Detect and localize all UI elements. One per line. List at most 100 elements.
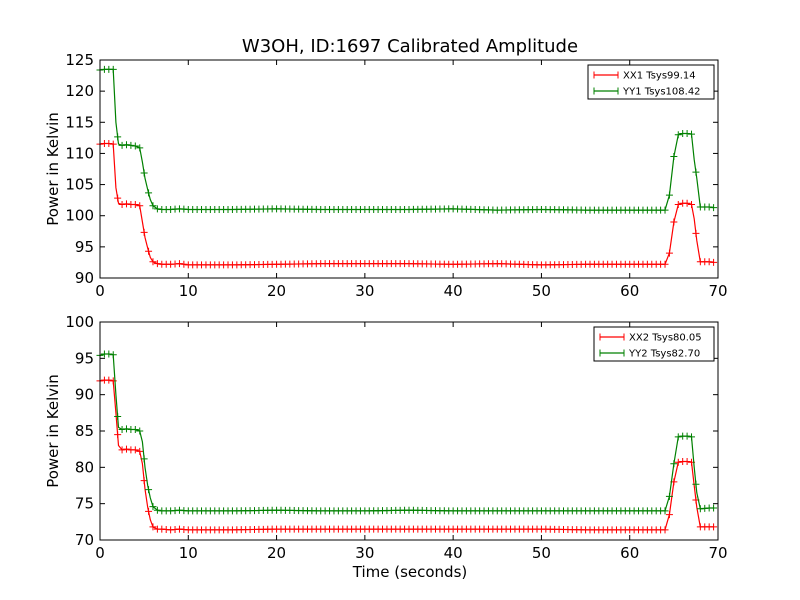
y-tick-label: 100 bbox=[65, 313, 94, 331]
data-point-marker bbox=[153, 506, 161, 514]
data-point-marker bbox=[665, 191, 673, 199]
data-point-marker bbox=[145, 247, 153, 255]
x-tick-label: 50 bbox=[532, 282, 551, 300]
data-point-marker bbox=[131, 201, 139, 209]
x-tick-label: 30 bbox=[355, 282, 374, 300]
data-point-marker bbox=[692, 168, 700, 176]
legend-box bbox=[587, 64, 715, 100]
data-point-marker bbox=[136, 202, 144, 210]
data-point-marker bbox=[661, 507, 669, 515]
data-point-marker bbox=[674, 131, 682, 139]
data-point-marker bbox=[105, 350, 113, 358]
legend-marker bbox=[593, 71, 619, 79]
data-point-marker bbox=[145, 189, 153, 197]
data-point-marker bbox=[109, 351, 117, 359]
data-point-marker bbox=[670, 218, 678, 226]
legend-marker bbox=[599, 333, 625, 341]
top-subplot: Power in Kelvin 0 10 20 30 40 50 60 70 90 95 100 105… bbox=[44, 51, 728, 300]
data-point-marker bbox=[688, 201, 696, 209]
y-tick-label: 110 bbox=[65, 144, 94, 162]
data-point-marker bbox=[705, 203, 713, 211]
x-tick-label: 70 bbox=[708, 544, 727, 562]
data-point-marker bbox=[127, 141, 135, 149]
x-tick-label: 30 bbox=[355, 544, 374, 562]
data-point-marker bbox=[665, 492, 673, 500]
data-point-marker bbox=[670, 153, 678, 161]
data-point-marker bbox=[122, 141, 130, 149]
data-point-marker bbox=[131, 446, 139, 454]
data-point-marker bbox=[118, 426, 126, 434]
data-point-marker bbox=[149, 202, 157, 210]
data-point-marker bbox=[674, 458, 682, 466]
x-tick-label: 0 bbox=[95, 282, 105, 300]
legend-label: YY2 Tsys82.70 bbox=[628, 349, 700, 360]
x-tick-label: 20 bbox=[267, 282, 286, 300]
data-point-marker bbox=[122, 445, 130, 453]
data-point-marker bbox=[114, 412, 122, 420]
data-point-marker bbox=[136, 427, 144, 435]
data-point-marker bbox=[149, 523, 157, 531]
y-tick-label: 105 bbox=[65, 176, 94, 194]
y-tick-label: 115 bbox=[65, 113, 94, 131]
y-tick-label: 90 bbox=[75, 386, 94, 404]
x-tick-label: 70 bbox=[708, 282, 727, 300]
data-point-marker bbox=[131, 426, 139, 434]
x-axis-label: Time (seconds) bbox=[352, 563, 468, 581]
data-point-marker bbox=[665, 249, 673, 257]
x-tick-label: 20 bbox=[267, 544, 286, 562]
series-line bbox=[99, 142, 714, 266]
data-point-marker bbox=[140, 169, 148, 177]
legend-box bbox=[593, 326, 715, 362]
data-point-marker bbox=[683, 458, 691, 466]
data-point-marker bbox=[136, 144, 144, 152]
data-point-marker bbox=[140, 228, 148, 236]
x-tick-label: 40 bbox=[444, 282, 463, 300]
y-tick-label: 85 bbox=[75, 422, 94, 440]
x-tick-label: 10 bbox=[179, 282, 198, 300]
data-point-marker bbox=[153, 260, 161, 268]
series-line bbox=[99, 353, 714, 512]
data-point-marker bbox=[153, 205, 161, 213]
y-tick-label: 90 bbox=[75, 269, 94, 287]
data-point-marker bbox=[710, 258, 718, 266]
data-point-marker bbox=[105, 376, 113, 384]
data-point-marker bbox=[661, 260, 669, 268]
data-point-marker bbox=[118, 141, 126, 149]
y-tick-label: 75 bbox=[75, 495, 94, 513]
data-point-marker bbox=[688, 130, 696, 138]
legend: XX2 Tsys80.05 YY2 Tsys82.70 bbox=[593, 326, 715, 362]
data-point-marker bbox=[118, 201, 126, 209]
data-point-marker bbox=[674, 433, 682, 441]
y-tick-label: 100 bbox=[65, 207, 94, 225]
data-point-marker bbox=[180, 260, 188, 268]
data-point-marker bbox=[105, 139, 113, 147]
bottom-subplot: Power in Kelvin 0 10 20 30 40 50 60 70 70 75 80 85 90… bbox=[44, 313, 728, 562]
data-point-marker bbox=[149, 258, 157, 266]
y-tick-label: 80 bbox=[75, 458, 94, 476]
y-axis-label: Power in Kelvin bbox=[44, 374, 62, 488]
data-point-marker bbox=[670, 460, 678, 468]
legend-label: XX2 Tsys80.05 bbox=[629, 333, 702, 344]
series-line bbox=[99, 379, 714, 531]
chart-title: W3OH, ID:1697 Calibrated Amplitude bbox=[242, 36, 578, 57]
x-tick-label: 60 bbox=[620, 544, 639, 562]
data-point-marker bbox=[710, 523, 718, 531]
y-tick-label: 120 bbox=[65, 82, 94, 100]
data-point-marker bbox=[140, 455, 148, 463]
y-tick-label: 95 bbox=[75, 349, 94, 367]
data-point-marker bbox=[683, 199, 691, 207]
x-tick-label: 50 bbox=[532, 544, 551, 562]
data-point-marker bbox=[683, 432, 691, 440]
data-point-marker bbox=[145, 486, 153, 494]
legend: XX1 Tsys99.14 YY1 Tsys108.42 bbox=[587, 64, 715, 100]
data-point-marker bbox=[710, 504, 718, 512]
data-point-marker bbox=[109, 377, 117, 385]
data-point-marker bbox=[118, 446, 126, 454]
x-tick-label: 60 bbox=[620, 282, 639, 300]
data-point-marker bbox=[149, 503, 157, 511]
data-point-marker bbox=[145, 507, 153, 515]
data-point-marker bbox=[710, 204, 718, 212]
legend-marker bbox=[599, 349, 625, 357]
data-point-marker bbox=[109, 140, 117, 148]
